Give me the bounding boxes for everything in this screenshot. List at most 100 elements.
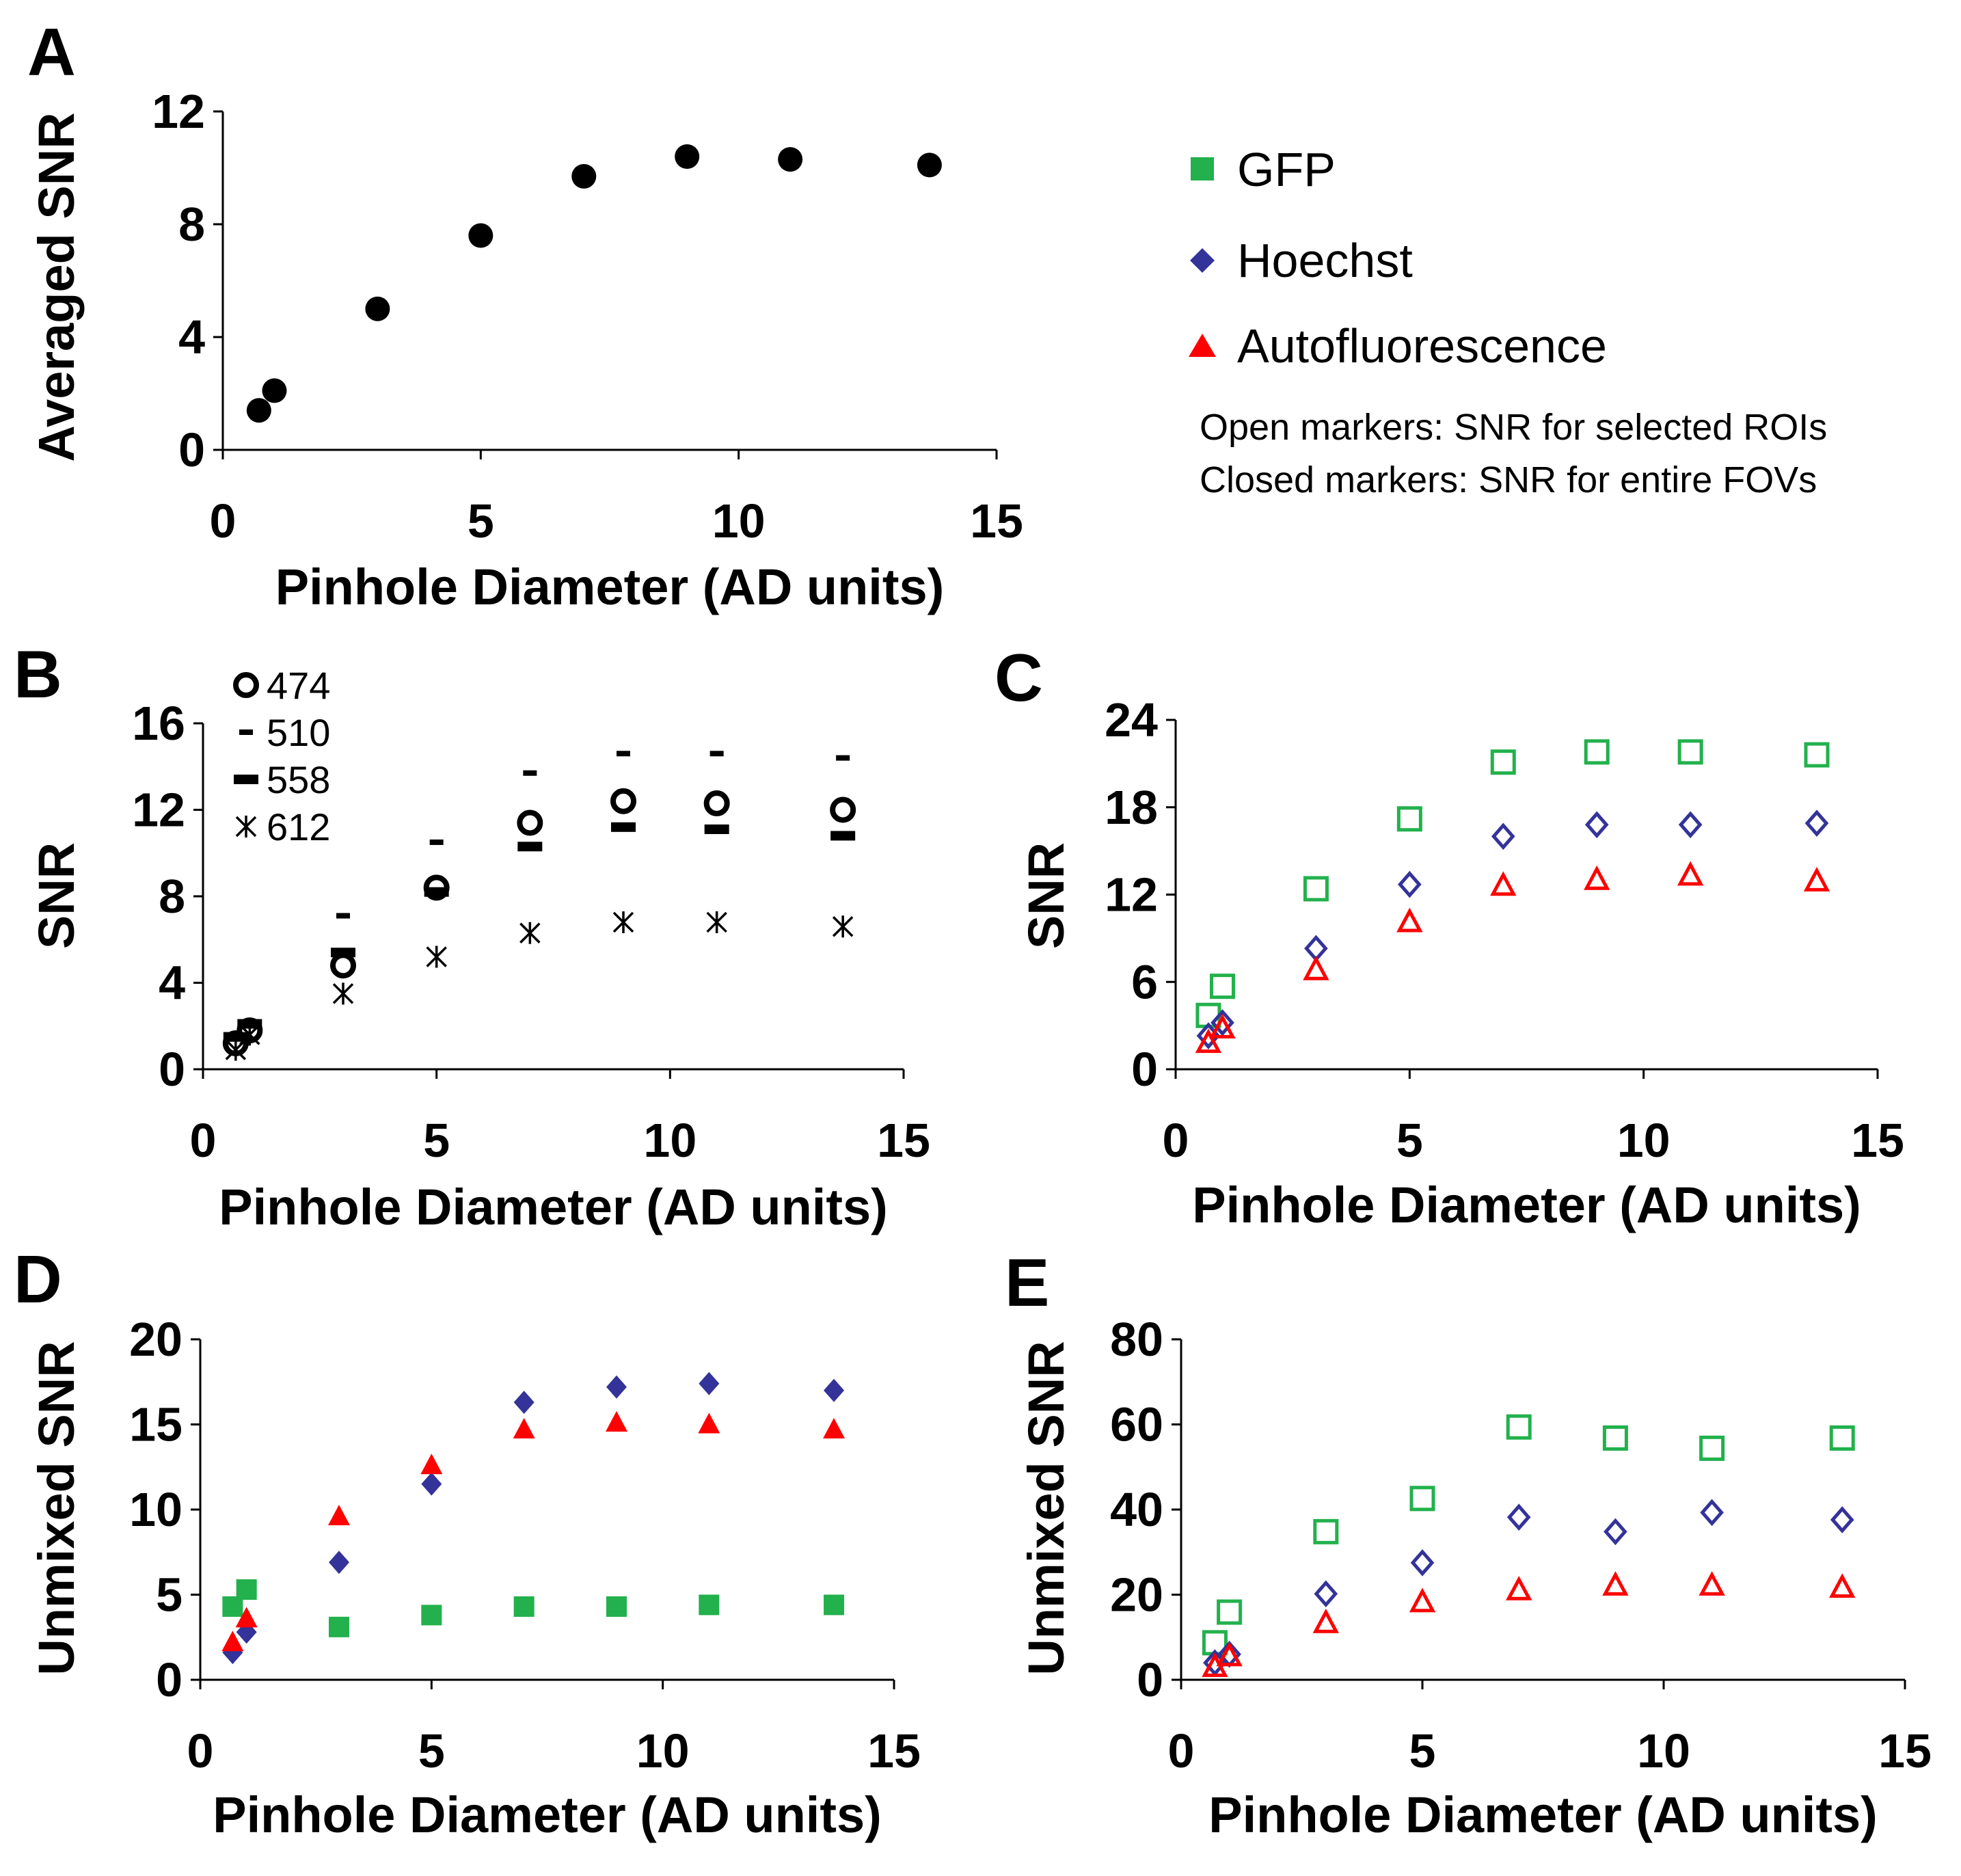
y-tick-label: 80	[1110, 1313, 1163, 1366]
y-tick-label: 24	[1105, 693, 1158, 747]
data-point	[704, 824, 729, 834]
data-point	[823, 1417, 846, 1438]
series-gfp	[222, 1579, 845, 1637]
data-point	[830, 831, 856, 841]
data-point	[571, 163, 597, 189]
data-point	[429, 839, 444, 845]
panel-label-b: B	[14, 636, 62, 712]
data-point	[1217, 1599, 1243, 1625]
y-axis-label: Unmixed SNR	[28, 1341, 85, 1675]
data-point	[1604, 1518, 1627, 1546]
data-point	[336, 913, 350, 919]
y-tick-label: 0	[178, 423, 205, 477]
shared-legend: GFP Hoechst Autofluorescence Open marker…	[1189, 143, 1827, 500]
y-tick-label: 12	[132, 783, 185, 837]
legend-label-558: 558	[267, 758, 330, 801]
chart-panel-c: 0 6 12 18 24 0 5 10 15 Pinhole Diameter (AD units…	[1018, 693, 1904, 1233]
data-point	[517, 842, 543, 852]
y-tick-label: 5	[156, 1568, 182, 1622]
data-point	[1303, 876, 1329, 902]
data-point	[610, 788, 636, 814]
data-point	[709, 751, 724, 757]
y-tick-label: 20	[1110, 1568, 1163, 1622]
data-point	[1491, 822, 1515, 850]
data-point	[221, 1631, 244, 1652]
data-point	[675, 144, 700, 169]
data-point	[1398, 870, 1422, 898]
y-axis-label: Averaged SNR	[28, 112, 85, 461]
x-tick-label: 15	[867, 1724, 921, 1778]
data-point	[513, 1417, 535, 1438]
data-point	[424, 887, 449, 897]
y-tick-label: 4	[159, 956, 185, 1010]
data-point	[1677, 861, 1704, 886]
legend-note-closed: Closed markers: SNR for entire FOVs	[1200, 459, 1817, 500]
data-point	[1804, 809, 1829, 837]
data-point	[519, 922, 541, 944]
x-axis-label: Pinhole Diameter (AD units)	[219, 1179, 888, 1235]
chart-panel-d: 0 5 10 15 20 0 5 10 15 Pinhole Diameter (AD units…	[28, 1313, 921, 1843]
y-tick-label: 60	[1110, 1398, 1163, 1451]
data-point	[1506, 1503, 1531, 1531]
data-point	[517, 809, 543, 836]
x-tick-label: 15	[970, 494, 1023, 548]
data-point	[332, 982, 354, 1005]
y-tick-label: 0	[159, 1043, 185, 1096]
legend-label-510: 510	[267, 711, 330, 754]
data-point	[1312, 1608, 1339, 1633]
data-point	[421, 1472, 442, 1496]
data-point	[830, 796, 856, 823]
data-point	[706, 911, 727, 933]
legend-label-474: 474	[267, 664, 330, 707]
y-tick-label: 40	[1110, 1483, 1163, 1536]
data-point	[426, 946, 447, 968]
data-point	[703, 790, 730, 817]
x-tick-label: 5	[423, 1114, 450, 1167]
data-point	[421, 1605, 442, 1626]
data-point	[606, 1375, 627, 1399]
series-558	[223, 822, 856, 1042]
series-gfp	[1202, 1414, 1855, 1656]
data-point	[606, 1596, 627, 1617]
data-point	[246, 398, 271, 423]
data-point	[917, 152, 942, 178]
data-point	[329, 1616, 349, 1637]
panel-label-a: A	[27, 14, 76, 90]
data-point	[330, 952, 356, 979]
x-tick-label: 5	[1396, 1114, 1423, 1167]
data-point	[824, 1594, 845, 1616]
data-point	[239, 1023, 260, 1046]
panel-label-c: C	[995, 640, 1043, 715]
data-point	[1584, 739, 1610, 765]
y-tick-label: 6	[1131, 955, 1158, 1008]
data-point	[1490, 871, 1517, 896]
x-tick-label: 0	[190, 1114, 217, 1167]
y-tick-label: 15	[129, 1398, 182, 1451]
x-tick-label: 0	[1168, 1724, 1195, 1778]
y-tick-label: 8	[178, 198, 205, 251]
legend-marker-510	[239, 729, 253, 735]
data-point	[1396, 806, 1422, 832]
y-tick-label: 18	[1105, 781, 1158, 834]
legend-autofluorescence-marker	[1189, 334, 1216, 357]
x-tick-label: 15	[1878, 1724, 1932, 1778]
data-point	[699, 1594, 720, 1616]
data-point	[1506, 1575, 1532, 1600]
data-point	[236, 1579, 257, 1600]
series-averaged	[246, 144, 942, 423]
x-tick-label: 5	[468, 494, 494, 548]
legend-marker-558	[234, 775, 258, 784]
series-474	[222, 788, 856, 1057]
data-point	[699, 1371, 720, 1395]
x-tick-label: 10	[636, 1724, 690, 1778]
series-autofluorescence	[221, 1411, 846, 1652]
data-point	[331, 948, 355, 958]
y-tick-label: 0	[1137, 1653, 1163, 1706]
chart-panel-a: 0 4 8 12 0 5 10 15 Pinhole Diameter (AD units) Av…	[28, 85, 1023, 615]
x-tick-label: 0	[1163, 1114, 1189, 1167]
data-point	[611, 822, 636, 832]
legend-label-612: 612	[267, 805, 330, 848]
data-point	[1830, 1506, 1854, 1533]
